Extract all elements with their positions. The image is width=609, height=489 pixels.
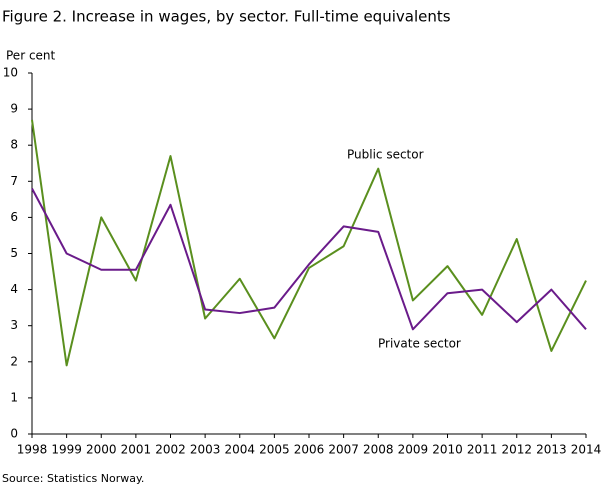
series-line: [31, 119, 587, 367]
x-tick-label: 2000: [86, 443, 117, 457]
y-tick-label: 9: [10, 102, 18, 116]
x-tick-label: 2012: [501, 443, 532, 457]
x-tick-label: 2013: [536, 443, 567, 457]
x-tick-label: 2011: [467, 443, 498, 457]
y-tick-label: 7: [10, 174, 18, 188]
y-tick-label: 1: [10, 390, 18, 404]
x-tick-label: 1999: [51, 443, 82, 457]
x-tick-label: 2002: [155, 443, 186, 457]
x-tick-label: 2005: [259, 443, 290, 457]
x-tick-label: 2009: [398, 443, 429, 457]
x-tick-label: 2014: [571, 443, 602, 457]
x-tick-label: 1998: [17, 443, 48, 457]
x-tick-label: 2010: [432, 443, 463, 457]
x-tick-label: 2007: [328, 443, 359, 457]
x-tick-label: 2001: [121, 443, 152, 457]
series-line: [31, 188, 587, 331]
y-axis-label: Per cent: [6, 49, 56, 63]
y-tick-label: 5: [10, 246, 18, 260]
chart-title: Figure 2. Increase in wages, by sector. …: [2, 8, 451, 26]
x-tick-label: 2003: [190, 443, 221, 457]
y-tick-label: 4: [10, 282, 18, 296]
source: Source: Statistics Norway.: [2, 472, 144, 485]
y-tick-label: 2: [10, 354, 18, 368]
x-tick-label: 2006: [294, 443, 325, 457]
y-tick-label: 0: [10, 427, 18, 441]
series-label: Private sector: [378, 337, 461, 351]
x-tick-label: 2008: [363, 443, 394, 457]
y-tick-label: 10: [3, 66, 18, 80]
y-tick-label: 8: [10, 138, 18, 152]
x-tick-label: 2004: [224, 443, 255, 457]
y-tick-label: 3: [10, 318, 18, 332]
y-tick-label: 6: [10, 210, 18, 224]
series-label: Public sector: [347, 148, 424, 162]
